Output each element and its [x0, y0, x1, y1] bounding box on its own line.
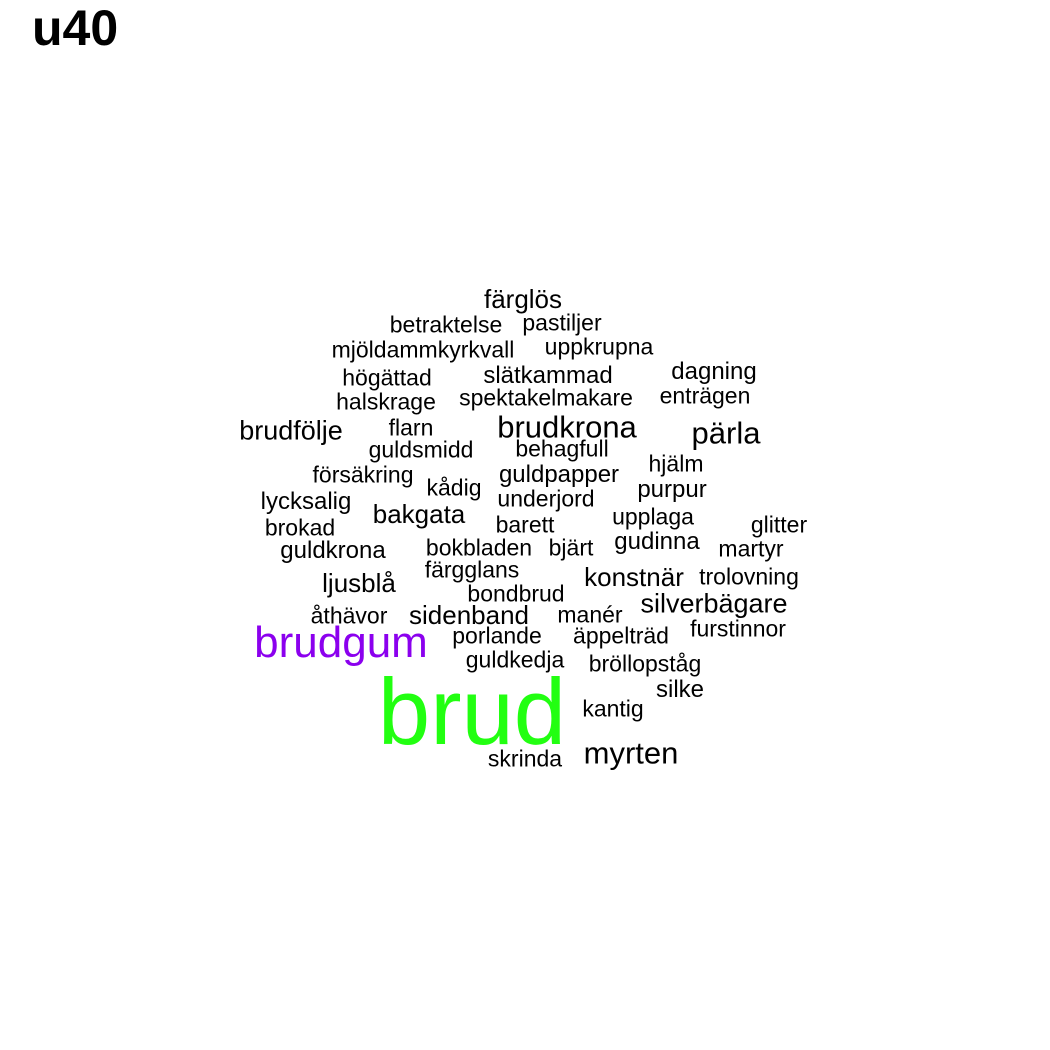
word-halskrage: halskrage: [336, 388, 436, 415]
word-myrten: myrten: [583, 735, 679, 771]
word-upplaga: upplaga: [612, 503, 694, 530]
word-kadig: kådig: [426, 474, 482, 501]
word-brudkrona: brudkrona: [497, 409, 637, 445]
word-brudgum: brudgum: [254, 618, 428, 667]
word-brollopstag: bröllopståg: [588, 650, 702, 677]
word-underjord: underjord: [497, 485, 595, 512]
word-gudinna: gudinna: [614, 528, 700, 555]
word-sidenband: sidenband: [409, 600, 529, 630]
word-martyr: martyr: [718, 535, 784, 562]
word-brud: brud: [377, 659, 567, 764]
word-guldkedja: guldkedja: [465, 646, 565, 673]
word-forsakring: försäkring: [312, 461, 414, 488]
word-bakgata: bakgata: [372, 499, 466, 529]
word-mjoldammkyrkvall: mjöldammkyrkvall: [331, 336, 515, 363]
word-hogattad: högättad: [342, 364, 432, 391]
word-appeltrad: äppelträd: [573, 622, 669, 649]
word-bokbladen: bokbladen: [425, 534, 533, 561]
word-spektakelmakare: spektakelmakare: [459, 384, 633, 411]
word-konstnar: konstnär: [584, 562, 684, 592]
word-maner: manér: [557, 601, 623, 628]
word-entragen: enträgen: [659, 382, 751, 409]
word-guldpapper: guldpapper: [498, 461, 620, 488]
word-dagning: dagning: [671, 358, 757, 385]
word-slatkammad: slätkammad: [483, 362, 613, 389]
word-guldsmidd: guldsmidd: [368, 436, 474, 463]
word-guldkrona: guldkrona: [280, 537, 386, 564]
word-farglos: färglös: [483, 284, 563, 314]
word-hjalm: hjälm: [648, 450, 704, 477]
word-parla: pärla: [691, 415, 761, 451]
word-barett: barett: [495, 511, 555, 538]
word-pastiljer: pastiljer: [522, 309, 602, 336]
word-behagfull: behagfull: [515, 435, 609, 462]
word-trolovning: trolovning: [699, 563, 799, 590]
word-athavor: åthävor: [310, 602, 388, 629]
word-kantig: kantig: [582, 695, 644, 722]
word-betraktelse: betraktelse: [389, 311, 503, 338]
word-brudfolje: brudfölje: [239, 415, 343, 446]
page-title: u40: [32, 0, 119, 56]
word-purpur: purpur: [637, 476, 707, 503]
word-ljusbla: ljusblå: [322, 568, 396, 598]
word-bjart: bjärt: [548, 534, 594, 561]
word-lycksalig: lycksalig: [260, 488, 352, 515]
word-furstinnor: furstinnor: [690, 615, 786, 642]
word-skrinda: skrinda: [487, 745, 563, 772]
word-silverbagare: silverbägare: [640, 588, 788, 619]
word-porlande: porlande: [452, 622, 542, 649]
word-silke: silke: [655, 676, 705, 703]
word-flarn: flarn: [388, 414, 434, 441]
word-brokad: brokad: [264, 514, 336, 541]
word-uppkrupna: uppkrupna: [544, 333, 654, 360]
word-fargglans: färgglans: [424, 556, 520, 583]
word-glitter: glitter: [750, 511, 808, 538]
word-bondbrud: bondbrud: [467, 580, 565, 607]
